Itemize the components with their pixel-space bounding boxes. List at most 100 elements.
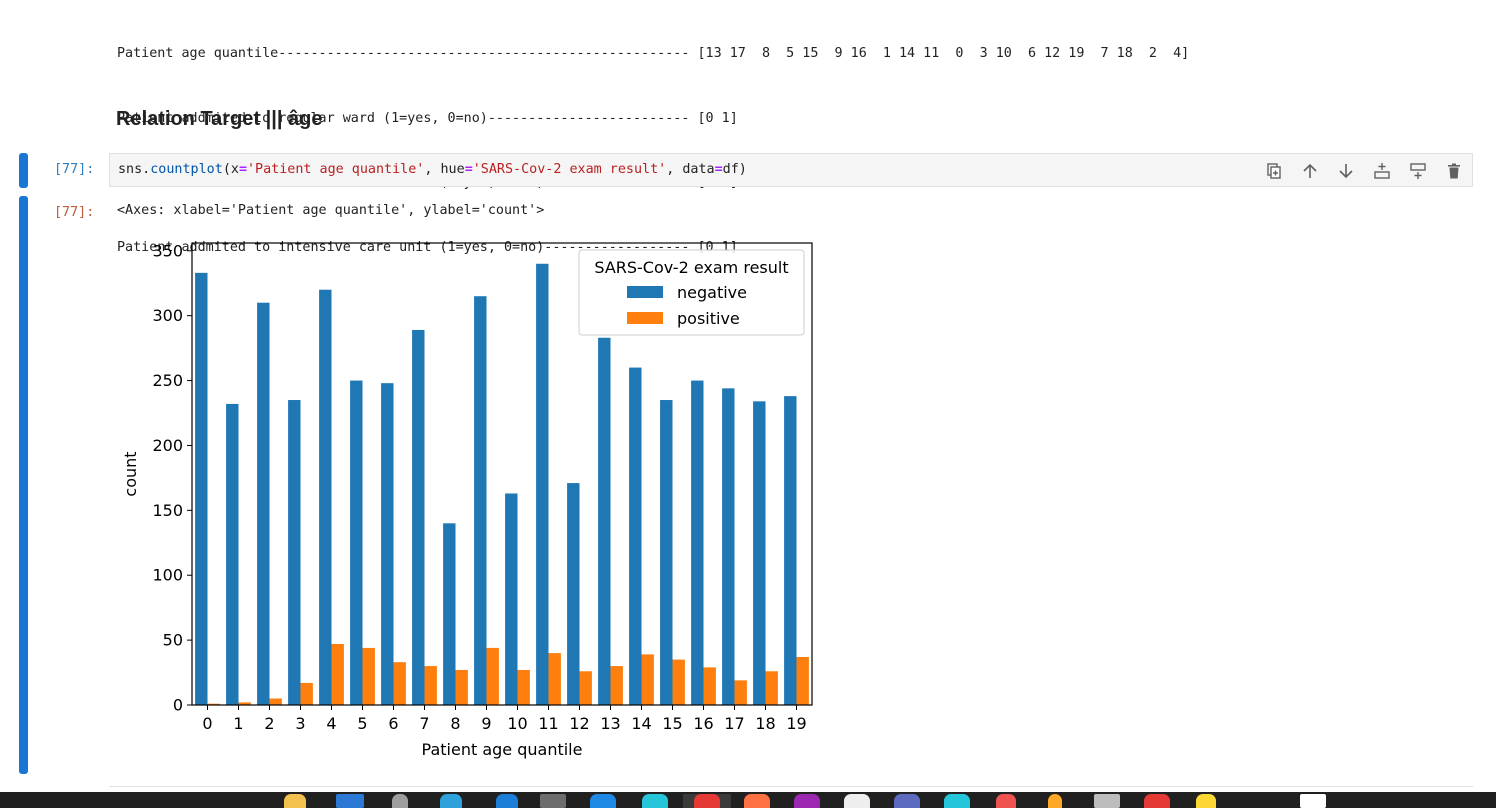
bar-positive [362,647,375,705]
output-repr: <Axes: xlabel='Patient age quantile', yl… [117,203,545,218]
app-icon[interactable] [642,794,668,808]
bar-negative [784,396,797,705]
app-icon[interactable] [496,794,518,808]
bar-negative [629,367,642,705]
x-tick-label: 7 [419,714,429,733]
delete-button[interactable] [1442,159,1466,183]
output-collapser[interactable] [19,196,28,774]
x-tick-label: 16 [693,714,713,733]
bar-negative [598,337,611,705]
bar-positive [765,671,778,705]
bar-negative [474,296,487,705]
y-tick-label: 200 [152,436,183,455]
move-up-icon [1303,163,1317,178]
cell-divider [109,786,1473,787]
app-icon[interactable] [1144,794,1170,808]
x-tick-label: 9 [481,714,491,733]
y-axis-label: count [121,451,140,496]
app-icon[interactable] [540,794,566,808]
bar-negative [226,403,239,705]
app-icon[interactable] [844,794,870,808]
app-icon[interactable] [440,794,462,808]
input-prompt: [77]: [54,162,95,177]
app-icon[interactable] [1048,794,1062,808]
app-icon[interactable] [996,794,1016,808]
app-icon[interactable] [744,794,770,808]
x-tick-label: 3 [295,714,305,733]
bar-negative [257,302,270,705]
app-icon[interactable] [794,794,820,808]
legend-title: SARS-Cov-2 exam result [594,258,788,277]
code-text[interactable]: sns.countplot(x='Patient age quantile', … [118,162,747,177]
plot-frame [191,242,813,706]
bar-positive [517,669,530,705]
y-tick-label: 100 [152,566,183,585]
bar-positive [796,656,809,705]
bar-negative [505,493,518,705]
bar-positive [579,671,592,705]
folder-icon[interactable] [284,794,306,808]
y-tick-label: 350 [152,241,183,260]
x-tick-label: 15 [662,714,682,733]
output-prompt: [77]: [54,205,95,220]
stream-line: Patient addmited to regular ward (1=yes,… [117,110,738,126]
app-icon[interactable] [694,794,720,808]
insert-below-button[interactable] [1406,159,1430,183]
y-tick-label: 50 [163,631,183,650]
delete-icon [1448,163,1460,179]
x-tick-label: 10 [507,714,527,733]
x-tick-label: 0 [202,714,212,733]
app-icon[interactable] [1094,794,1120,808]
bar-positive [734,680,747,705]
input-collapser[interactable] [19,153,28,188]
bar-positive [548,653,561,705]
legend-label-positive: positive [677,309,740,328]
move-up-button[interactable] [1298,159,1322,183]
move-down-icon [1339,164,1353,179]
x-tick-label: 2 [264,714,274,733]
scrollbar[interactable] [1493,0,1496,792]
bar-negative [412,329,425,705]
legend-swatch-negative [627,286,663,298]
bar-negative [443,523,456,705]
x-axis-label: Patient age quantile [422,740,583,759]
bar-positive [331,644,344,705]
cell-toolbar [1262,159,1466,183]
bar-positive [641,654,654,705]
duplicate-button[interactable] [1262,159,1286,183]
x-tick-label: 14 [631,714,651,733]
bar-positive [424,666,437,705]
insert-above-button[interactable] [1370,159,1394,183]
app-icon[interactable] [590,794,616,808]
app-icon[interactable] [944,794,970,808]
x-tick-label: 8 [450,714,460,733]
x-tick-label: 4 [326,714,336,733]
app-icon[interactable] [336,794,364,808]
app-icon[interactable] [1196,794,1216,808]
duplicate-icon [1267,163,1281,179]
markdown-heading: Relation Target ||| âge [116,108,323,130]
y-tick-label: 250 [152,371,183,390]
bar-positive [610,666,623,705]
x-tick-label: 11 [538,714,558,733]
x-tick-label: 18 [755,714,775,733]
y-tick-label: 150 [152,501,183,520]
bar-negative [381,383,394,705]
bar-negative [195,272,208,705]
x-tick-label: 17 [724,714,744,733]
stream-line: Patient age quantile--------------------… [117,46,1190,61]
bar-positive [672,659,685,705]
bar-negative [319,289,332,705]
code-editor[interactable]: sns.countplot(x='Patient age quantile', … [109,153,1473,187]
x-tick-label: 19 [786,714,806,733]
x-tick-label: 5 [357,714,367,733]
app-icon[interactable] [894,794,920,808]
bar-negative [691,380,704,705]
move-down-button[interactable] [1334,159,1358,183]
app-icon[interactable] [392,794,408,808]
bar-negative [660,400,673,705]
app-icon[interactable] [1300,794,1326,808]
bar-negative [753,401,766,705]
bar-positive [703,667,716,705]
